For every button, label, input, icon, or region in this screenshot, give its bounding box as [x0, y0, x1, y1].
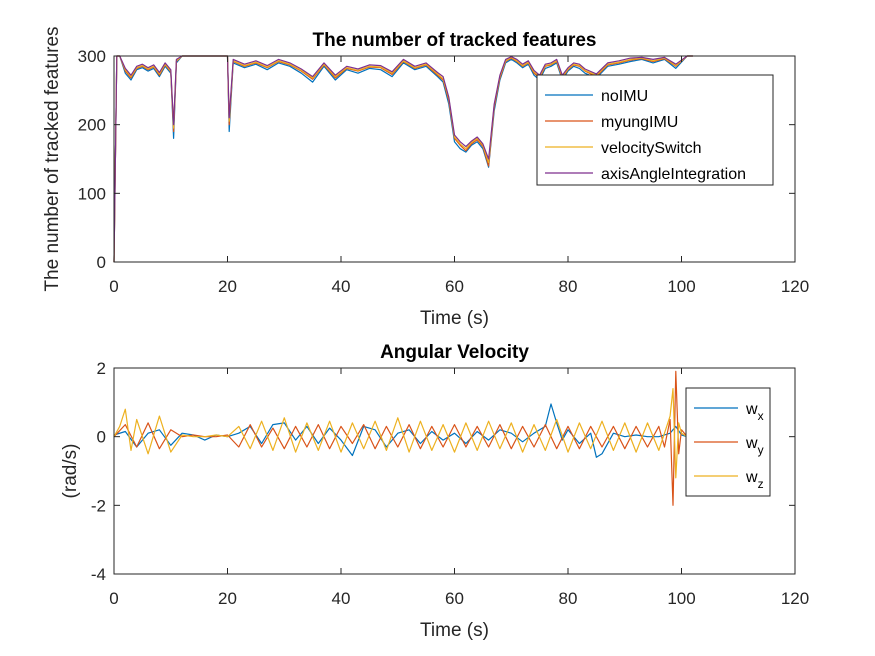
legend-entry-subscript: x: [758, 409, 764, 423]
x-tick-label: 20: [218, 589, 237, 608]
x-tick-label: 60: [445, 589, 464, 608]
legend-entry-label: wz: [745, 469, 764, 491]
legend-entry-subscript: y: [758, 443, 764, 457]
x-axis-label-angular-velocity: Time (s): [420, 620, 489, 641]
y-tick-label: 2: [97, 359, 106, 378]
x-tick-label: 0: [109, 589, 118, 608]
angular-velocity-series-lines: [113, 370, 693, 506]
x-tick-label: 80: [559, 277, 578, 296]
x-tick-label: 80: [559, 589, 578, 608]
legend-entry-label: noIMU: [601, 88, 648, 105]
y-axis-label-tracked-features: The number of tracked features: [42, 26, 63, 291]
x-tick-label: 0: [109, 277, 118, 296]
series-line-axisAngleIntegration: [113, 55, 693, 263]
legend-entry-name: axisAngleIntegration: [601, 166, 746, 183]
legend-entry-name: noIMU: [601, 88, 648, 105]
x-tick-label: 60: [445, 277, 464, 296]
x-tick-label: 40: [332, 277, 351, 296]
y-tick-label: 0: [97, 428, 106, 447]
x-tick-label: 100: [667, 589, 695, 608]
angular-velocity-axes: 0 20 40 60 80 100 120 -4 -2 0 2 Angular Velocity T…: [60, 342, 809, 641]
legend-entry-name: w: [745, 435, 758, 452]
legend-entry-label: wx: [745, 401, 764, 423]
tracked-features-series-lines: [113, 55, 693, 263]
x-tick-label: 20: [218, 277, 237, 296]
legend-entry-name: w: [745, 469, 758, 486]
legend-entry-label: axisAngleIntegration: [601, 166, 746, 183]
tracked-features-ticks: 0 20 40 60 80 100 120 0 100 200 300: [78, 47, 810, 296]
legend-entry-label: wy: [745, 435, 764, 457]
x-tick-label: 40: [332, 589, 351, 608]
y-tick-label: 0: [97, 253, 106, 272]
legend-entry-label: myungIMU: [601, 114, 678, 131]
angular-velocity-ticks: 0 20 40 60 80 100 120 -4 -2 0 2: [91, 359, 809, 608]
y-tick-label: 100: [78, 184, 106, 203]
plot-area-angular-velocity: [114, 368, 795, 574]
legend-entry-label: velocitySwitch: [601, 140, 701, 157]
x-tick-label: 120: [781, 589, 809, 608]
legend-box: [536, 74, 774, 186]
x-axis-label-tracked-features: Time (s): [420, 308, 489, 329]
legend-entry-name: velocitySwitch: [601, 140, 701, 157]
x-tick-label: 120: [781, 277, 809, 296]
y-tick-label: -2: [91, 496, 106, 515]
x-tick-label: 100: [667, 277, 695, 296]
legend-entry-name: w: [745, 401, 758, 418]
legend-tracked-features: noIMU myungIMU velocitySwitch axisAngleInte…: [536, 74, 774, 186]
chart-title-tracked-features: The number of tracked features: [312, 30, 596, 51]
chart-title-angular-velocity: Angular Velocity: [380, 342, 529, 363]
tracked-features-axes: 0 20 40 60 80 100 120 0 100 200 300 The number of …: [42, 26, 809, 329]
y-tick-label: 200: [78, 116, 106, 135]
y-tick-label: 300: [78, 47, 106, 66]
y-axis-label-angular-velocity: (rad/s): [60, 444, 81, 499]
series-line-w-z: [113, 388, 693, 479]
legend-entry-name: myungIMU: [601, 114, 678, 131]
legend-entry-subscript: z: [758, 477, 764, 491]
y-tick-label: -4: [91, 565, 106, 584]
